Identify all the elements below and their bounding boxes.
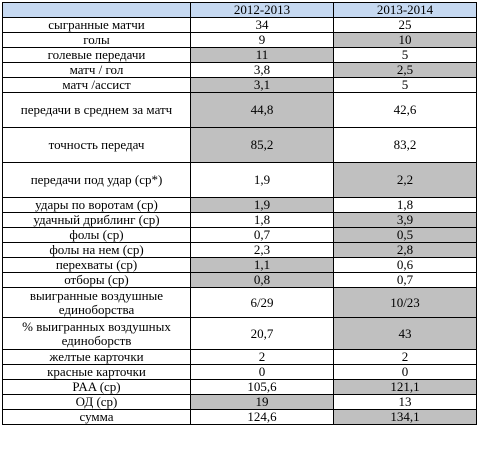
row-label: желтые карточки [2, 349, 191, 365]
value-2012-2013: 20,7 [190, 317, 334, 350]
value-2013-2014: 10/23 [333, 287, 477, 318]
table-row: удары по воротам (ср) 1,9 1,8 [2, 197, 477, 213]
row-label: передачи в среднем за матч [2, 92, 191, 128]
stats-table: 2012-2013 2013-2014 сыгранные матчи 34 2… [2, 2, 477, 425]
table-row: передачи в среднем за матч 44,8 42,6 [2, 92, 477, 128]
row-label: % выигранных воздушных единоборств [2, 317, 191, 350]
value-2013-2014: 0,6 [333, 257, 477, 273]
value-2013-2014: 42,6 [333, 92, 477, 128]
value-2013-2014: 0 [333, 364, 477, 380]
value-2013-2014: 2 [333, 349, 477, 365]
row-label: удачный дриблинг (ср) [2, 212, 191, 228]
value-2013-2014: 43 [333, 317, 477, 350]
table-row: PAA (ср) 105,6 121,1 [2, 379, 477, 395]
table-row: фолы (ср) 0,7 0,5 [2, 227, 477, 243]
table-row: ОД (ср) 19 13 [2, 394, 477, 410]
value-2013-2014: 25 [333, 17, 477, 33]
table-row: перехваты (ср) 1,1 0,6 [2, 257, 477, 273]
value-2013-2014: 83,2 [333, 127, 477, 163]
row-label: ОД (ср) [2, 394, 191, 410]
table-row: желтые карточки 2 2 [2, 349, 477, 365]
table-row: голевые передачи 11 5 [2, 47, 477, 63]
header-season-1: 2012-2013 [190, 2, 334, 18]
value-2013-2014: 121,1 [333, 379, 477, 395]
value-2013-2014: 2,8 [333, 242, 477, 258]
value-2013-2014: 0,7 [333, 272, 477, 288]
table-row: точность передач 85,2 83,2 [2, 127, 477, 163]
row-label: PAA (ср) [2, 379, 191, 395]
value-2013-2014: 2,5 [333, 62, 477, 78]
header-label-cell [2, 2, 191, 18]
value-2012-2013: 2,3 [190, 242, 334, 258]
table-row: отборы (ср) 0,8 0,7 [2, 272, 477, 288]
value-2012-2013: 0 [190, 364, 334, 380]
value-2012-2013: 1,8 [190, 212, 334, 228]
table-row: сумма 124,6 134,1 [2, 409, 477, 425]
table-row: голы 9 10 [2, 32, 477, 48]
value-2012-2013: 2 [190, 349, 334, 365]
row-label: отборы (ср) [2, 272, 191, 288]
value-2012-2013: 19 [190, 394, 334, 410]
value-2012-2013: 85,2 [190, 127, 334, 163]
table-row: сыгранные матчи 34 25 [2, 17, 477, 33]
value-2012-2013: 0,8 [190, 272, 334, 288]
row-label: фолы (ср) [2, 227, 191, 243]
header-season-2: 2013-2014 [333, 2, 477, 18]
value-2013-2014: 13 [333, 394, 477, 410]
value-2013-2014: 1,8 [333, 197, 477, 213]
row-label: точность передач [2, 127, 191, 163]
row-label: удары по воротам (ср) [2, 197, 191, 213]
value-2013-2014: 5 [333, 47, 477, 63]
value-2012-2013: 9 [190, 32, 334, 48]
value-2012-2013: 105,6 [190, 379, 334, 395]
table-row: % выигранных воздушных единоборств 20,7 … [2, 317, 477, 350]
table-row: передачи под удар (ср*) 1,9 2,2 [2, 162, 477, 198]
row-label: матч / гол [2, 62, 191, 78]
value-2012-2013: 1,1 [190, 257, 334, 273]
value-2012-2013: 44,8 [190, 92, 334, 128]
table-row: красные карточки 0 0 [2, 364, 477, 380]
row-label: передачи под удар (ср*) [2, 162, 191, 198]
value-2013-2014: 10 [333, 32, 477, 48]
value-2012-2013: 34 [190, 17, 334, 33]
row-label: фолы на нем (ср) [2, 242, 191, 258]
value-2013-2014: 3,9 [333, 212, 477, 228]
value-2013-2014: 134,1 [333, 409, 477, 425]
row-label: красные карточки [2, 364, 191, 380]
value-2012-2013: 1,9 [190, 162, 334, 198]
header-row: 2012-2013 2013-2014 [2, 2, 477, 18]
value-2012-2013: 124,6 [190, 409, 334, 425]
row-label: перехваты (ср) [2, 257, 191, 273]
row-label: выигранные воздушные единоборства [2, 287, 191, 318]
value-2013-2014: 0,5 [333, 227, 477, 243]
table-row: удачный дриблинг (ср) 1,8 3,9 [2, 212, 477, 228]
row-label: голы [2, 32, 191, 48]
row-label: голевые передачи [2, 47, 191, 63]
value-2012-2013: 1,9 [190, 197, 334, 213]
value-2013-2014: 5 [333, 77, 477, 93]
row-label: сыгранные матчи [2, 17, 191, 33]
value-2012-2013: 11 [190, 47, 334, 63]
table-row: матч /ассист 3,1 5 [2, 77, 477, 93]
value-2013-2014: 2,2 [333, 162, 477, 198]
table-row: фолы на нем (ср) 2,3 2,8 [2, 242, 477, 258]
value-2012-2013: 6/29 [190, 287, 334, 318]
row-label: сумма [2, 409, 191, 425]
value-2012-2013: 3,1 [190, 77, 334, 93]
row-label: матч /ассист [2, 77, 191, 93]
value-2012-2013: 3,8 [190, 62, 334, 78]
table-row: матч / гол 3,8 2,5 [2, 62, 477, 78]
table-row: выигранные воздушные единоборства 6/29 1… [2, 287, 477, 318]
value-2012-2013: 0,7 [190, 227, 334, 243]
